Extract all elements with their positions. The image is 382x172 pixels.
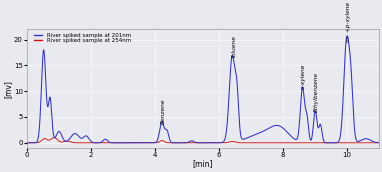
Text: Ethylbenzene: Ethylbenzene	[314, 72, 319, 112]
Legend: River spiked sample at 201nm, River spiked sample at 254nm: River spiked sample at 201nm, River spik…	[33, 32, 131, 44]
Text: o-xylene: o-xylene	[301, 63, 306, 89]
Y-axis label: [mv]: [mv]	[3, 80, 13, 98]
Text: Benzene: Benzene	[161, 99, 166, 124]
Text: Toluene: Toluene	[232, 35, 237, 58]
X-axis label: [min]: [min]	[193, 159, 213, 169]
Text: m- +p-xylene: m- +p-xylene	[346, 2, 351, 42]
